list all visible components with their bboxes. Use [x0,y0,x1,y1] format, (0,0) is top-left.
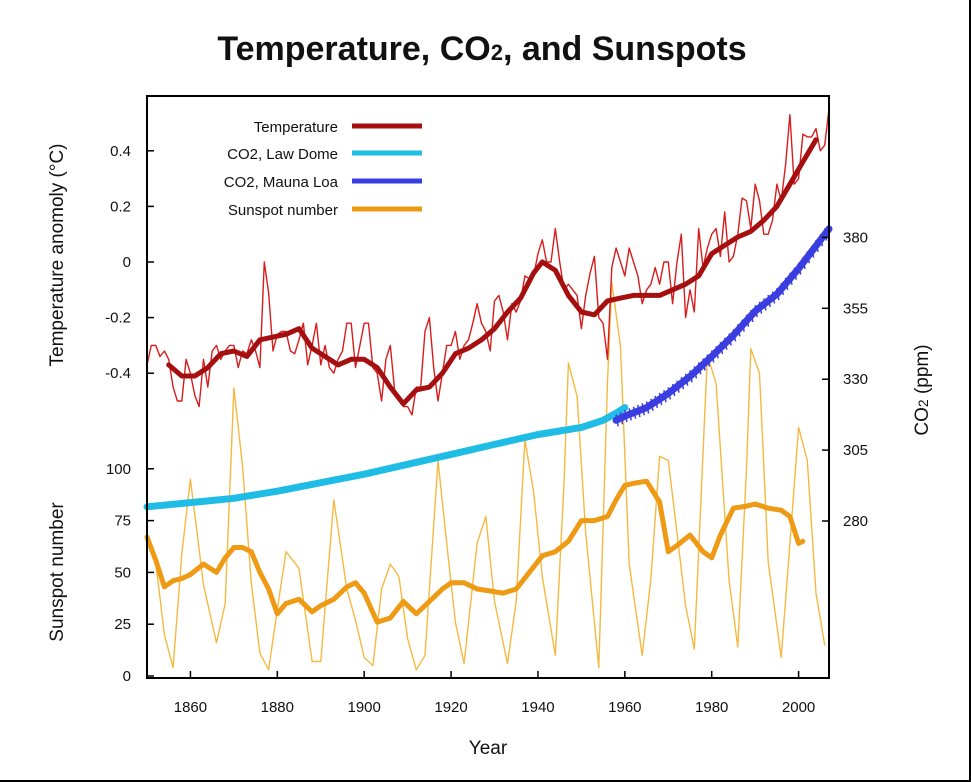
co2-mauna-loa-seasonal-mark [619,412,624,425]
sunspot-axis-label: Sunspot number [47,502,68,642]
legend-label-co2-mauna-loa: CO2, Mauna Loa [224,174,339,191]
co2-axis-label-subscript: 2 [915,399,931,407]
co2-mauna-loa-seasonal-mark [676,380,680,393]
co2-tick-label: 380 [843,229,868,246]
co2-mauna-loa-seasonal-mark [654,395,658,409]
temperature-axis-label: Temperature anomoly (°C) [47,143,68,366]
co2-mauna-loa-seasonal-mark [819,234,824,247]
x-tick-label: 1940 [521,699,554,716]
co2-tick-label: 330 [843,371,868,388]
chart-title-rest: , and Sunspots [503,30,747,68]
co2-mauna-loa-seasonal-mark [771,291,776,304]
co2-mauna-loa-seasonal-mark [745,314,750,327]
co2-mauna-loa-seasonal-mark [823,228,828,241]
co2-mauna-loa-seasonal-mark [776,287,780,301]
co2-mauna-loa-seasonal-mark [663,390,667,403]
sunspot-tick-label: 50 [114,564,131,581]
x-tick-label: 1960 [608,699,641,716]
x-tick-label: 1980 [695,699,728,716]
co2-mauna-loa-seasonal-mark [767,294,771,308]
temperature-tick-label: 0.2 [110,198,131,215]
temperature-tick-label: 0.4 [110,143,131,160]
co2-mauna-loa-seasonal-mark [624,409,628,423]
co2-mauna-loa-seasonal-mark [706,354,711,367]
x-tick-label: 1900 [348,699,381,716]
legend-label-temperature: Temperature [254,119,338,136]
temperature-tick-label: 0 [123,254,131,271]
co2-mauna-loa-seasonal-mark [797,262,802,275]
co2-tick-label: 355 [843,300,868,317]
co2-mauna-loa-seasonal-mark [658,392,663,406]
sunspot-tick-label: 100 [106,461,131,478]
co2-axis-label-main: CO [912,407,933,436]
co2-mauna-loa-seasonal-mark [702,358,706,371]
sunspot-smoothed-line [144,478,806,625]
temperature-tick-label: -0.2 [105,310,131,327]
co2-mauna-loa-seasonal-mark [684,373,689,386]
co2-mauna-loa-seasonal-mark [737,324,741,337]
co2-mauna-loa-seasonal-mark [724,337,728,350]
co2-mauna-loa-seasonal-mark [815,239,819,253]
co2-law-dome-line [143,404,629,511]
x-tick-label: 1920 [434,699,467,716]
axis-ticks-layer: 1860 1880 1900 1920 1940 1960 1980 2000 -0.4 -0.2… [105,143,868,716]
co2-mauna-loa-seasonal-mark [793,267,797,280]
co2-mauna-loa-seasonal-mark [689,370,693,383]
co2-mauna-loa-seasonal-mark [732,329,737,342]
co2-mauna-loa-seasonal-mark [628,408,632,421]
co2-mauna-loa-seasonal-mark [754,305,758,318]
co2-mauna-loa-seasonal-mark [719,341,724,355]
chart-title-subscript: 2 [491,40,503,65]
co2-mauna-loa-seasonal-mark [789,272,793,285]
co2-mauna-loa-seasonal-mark [802,256,806,270]
sunspot-tick-label: 75 [114,513,131,530]
sunspot-annual-line [146,281,826,671]
co2-mauna-loa-seasonal-mark [806,251,811,264]
temperature-tick-label: -0.4 [105,365,131,382]
temperature-annual-line [146,108,830,416]
co2-mauna-loa-seasonal-mark [710,350,715,363]
co2-tick-label: 280 [843,513,868,530]
co2-mauna-loa-seasonal-mark [632,406,637,419]
legend-label-co2-law-dome: CO2, Law Dome [227,146,338,163]
chart-series-layer [143,108,833,671]
co2-mauna-loa-seasonal-mark [667,387,672,400]
co2-mauna-loa-seasonal-mark [697,362,702,375]
co2-mauna-loa-seasonal-mark [750,309,754,323]
co2-mauna-loa-seasonal-mark [728,333,732,346]
co2-axis-label: CO2 (ppm) [912,344,933,435]
x-tick-label: 1880 [261,699,294,716]
co2-mauna-loa-seasonal-mark [645,401,650,414]
co2-mauna-loa-seasonal-mark [671,383,676,397]
co2-mauna-loa-seasonal-mark [758,301,763,314]
co2-mauna-loa-seasonal-mark [715,346,719,359]
chart-legend: Temperature CO2, Law Dome CO2, Mauna Loa… [224,119,422,219]
co2-mauna-loa-seasonal-mark [693,366,698,379]
co2-mauna-loa-seasonal-mark [810,245,815,258]
co2-mauna-loa-seasonal-mark [763,298,767,311]
co2-axis-label-rest: (ppm) [912,344,933,399]
legend-label-sunspot-number: Sunspot number [228,202,338,219]
co2-mauna-loa-seasonal-mark [615,414,619,427]
co2-mauna-loa-seasonal-mark [637,404,641,418]
sunspot-tick-label: 0 [123,668,131,685]
co2-tick-label: 305 [843,442,868,459]
chart-title: Temperature, CO2, and Sunspots [217,30,746,68]
co2-mauna-loa-seasonal-mark [650,398,654,411]
co2-mauna-loa-seasonal-mark [680,377,685,390]
x-axis-label: Year [469,738,508,759]
co2-mauna-loa-seasonal-mark [784,277,789,291]
co2-mauna-loa-line [612,225,833,424]
x-tick-label: 1860 [174,699,207,716]
co2-mauna-loa-seasonal-mark [780,282,784,296]
plot-border [146,95,830,679]
sunspot-tick-label: 25 [114,616,131,633]
x-tick-label: 2000 [782,699,815,716]
co2-mauna-loa-seasonal-mark [641,403,645,416]
co2-mauna-loa-seasonal-mark [741,319,745,332]
temperature-smoothed-line [166,137,819,407]
chart-title-main: Temperature, CO [217,30,490,68]
